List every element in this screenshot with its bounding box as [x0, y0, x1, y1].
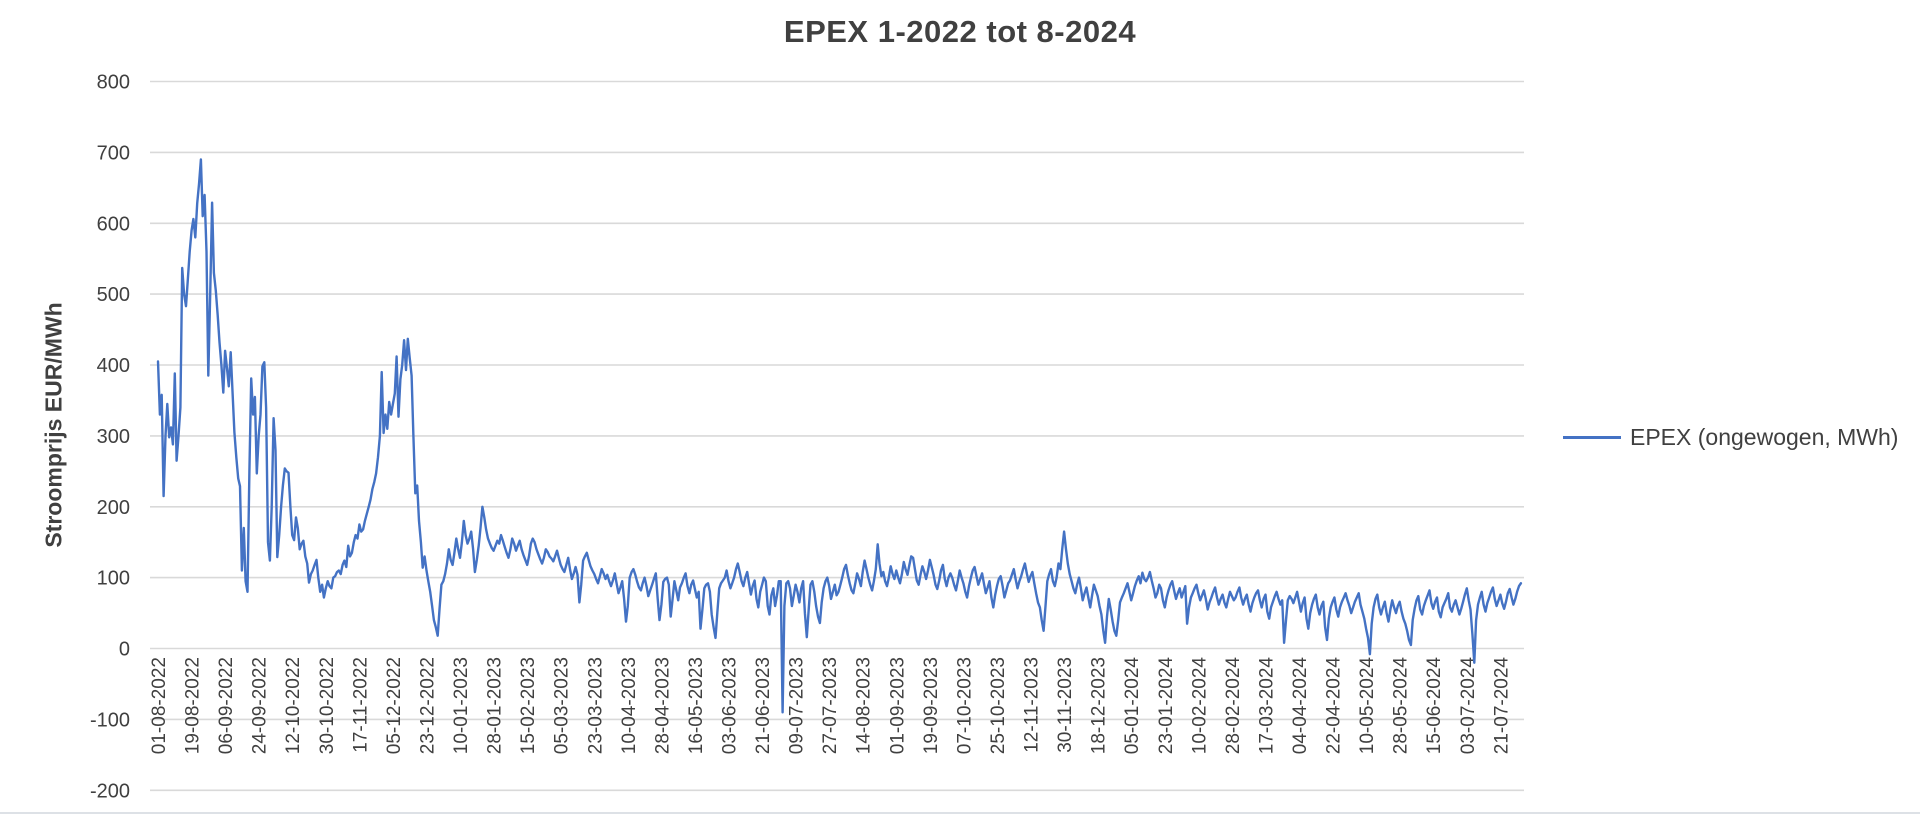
- x-tick-label: 01-08-2022: [149, 657, 170, 754]
- legend: EPEX (ongewogen, MWh): [1563, 423, 1898, 451]
- x-tick-label: 30-11-2023: [1055, 657, 1076, 753]
- y-tick-label: 800: [97, 72, 130, 94]
- y-tick-label: 600: [97, 213, 130, 235]
- x-tick-label: 17-03-2024: [1257, 657, 1278, 755]
- x-tick-label: 16-05-2023: [686, 657, 707, 754]
- y-tick-label: 400: [97, 355, 130, 377]
- x-tick-label: 01-09-2023: [887, 657, 908, 754]
- x-tick-label: 12-11-2023: [1022, 657, 1043, 753]
- price-line: [156, 158, 1523, 714]
- x-tick-label: 03-07-2024: [1458, 657, 1479, 755]
- x-tick-label: 10-05-2024: [1357, 657, 1378, 755]
- x-tick-label: 09-07-2023: [787, 657, 808, 754]
- x-tick-label: 24-09-2022: [250, 657, 271, 754]
- x-tick-label: 10-04-2023: [619, 657, 640, 754]
- x-tick-label: 07-10-2023: [954, 657, 975, 754]
- y-tick-label: -200: [90, 780, 130, 802]
- x-tick-label: 19-09-2023: [921, 657, 942, 754]
- x-tick-label: 23-12-2022: [418, 657, 439, 754]
- x-tick-label: 10-01-2023: [451, 657, 472, 754]
- x-tick-label: 28-05-2024: [1391, 657, 1412, 755]
- y-tick-label: 700: [97, 142, 130, 164]
- x-tick-label: 28-01-2023: [485, 657, 506, 754]
- x-tick-label: 17-11-2022: [350, 657, 371, 753]
- x-tick-label: 05-03-2023: [552, 657, 573, 754]
- y-tick-label: 0: [119, 639, 130, 661]
- x-tick-label: 05-12-2022: [384, 657, 405, 754]
- x-tick-label: 18-12-2023: [1089, 657, 1110, 754]
- legend-label: EPEX (ongewogen, MWh): [1630, 423, 1899, 450]
- chart-bottom-border: [0, 812, 1920, 814]
- x-tick-label: 12-10-2022: [283, 657, 304, 754]
- legend-line-icon: [1563, 435, 1621, 439]
- x-tick-label: 28-04-2023: [652, 657, 673, 754]
- x-tick-label: 14-08-2023: [854, 657, 875, 754]
- x-tick-label: 06-09-2022: [216, 657, 237, 754]
- x-tick-label: 23-01-2024: [1156, 657, 1177, 755]
- chart-title: EPEX 1-2022 tot 8-2024: [783, 14, 1137, 49]
- x-tick-label: 15-06-2024: [1424, 657, 1445, 755]
- x-tick-label: 10-02-2024: [1189, 657, 1210, 755]
- x-tick-label: 30-10-2022: [317, 657, 338, 754]
- x-tick-label: 03-06-2023: [720, 657, 741, 754]
- x-tick-label: 05-01-2024: [1122, 657, 1143, 755]
- x-tick-label: 21-07-2024: [1491, 657, 1512, 755]
- x-tick-label: 19-08-2022: [183, 657, 204, 754]
- y-tick-label: -100: [90, 709, 130, 731]
- x-tick-label: 21-06-2023: [753, 657, 774, 754]
- y-tick-label: 100: [97, 568, 130, 590]
- y-tick-label: 300: [97, 426, 130, 448]
- y-tick-label: 500: [97, 284, 130, 306]
- x-tick-label: 23-03-2023: [585, 657, 606, 754]
- x-tick-label: 25-10-2023: [988, 657, 1009, 754]
- x-tick-label: 22-04-2024: [1324, 657, 1345, 755]
- y-tick-label: 200: [97, 497, 130, 519]
- x-tick-label: 15-02-2023: [518, 657, 539, 754]
- x-tick-label: 27-07-2023: [820, 657, 841, 754]
- x-tick-label: 04-04-2024: [1290, 657, 1311, 755]
- x-tick-label: 28-02-2024: [1223, 657, 1244, 755]
